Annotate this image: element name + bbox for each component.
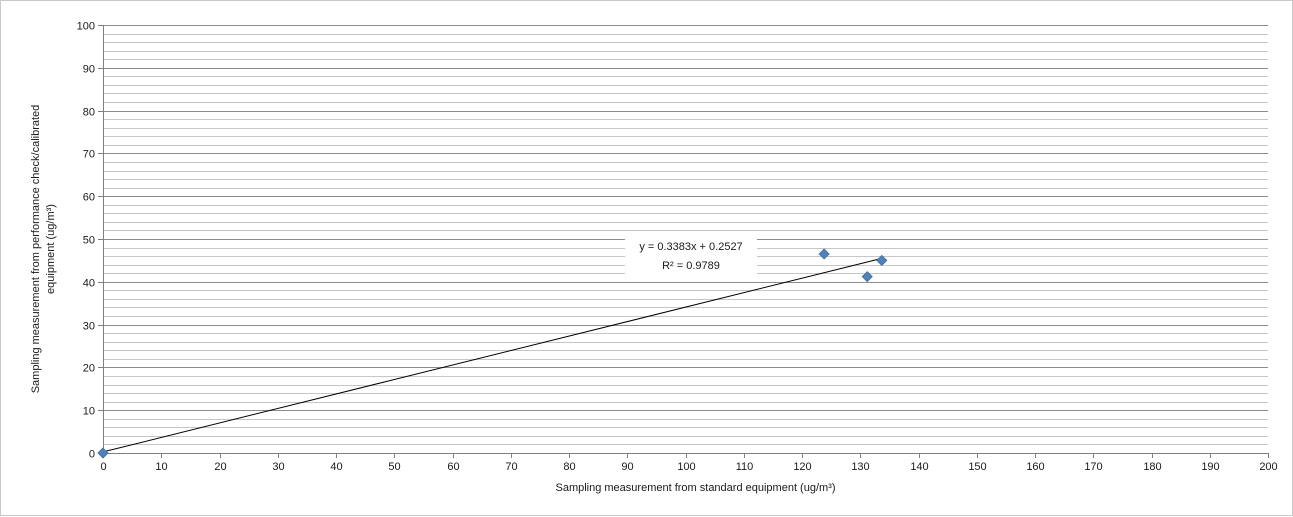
x-tick-label: 150 [968, 461, 986, 473]
y-axis-title-line-1: Sampling measurement from performance ch… [30, 105, 42, 394]
x-tick-label: 50 [388, 461, 400, 473]
x-tick-label: 30 [272, 461, 284, 473]
y-tick-label: 20 [83, 363, 95, 375]
x-tick-label: 140 [910, 461, 928, 473]
y-tick-label: 10 [83, 406, 95, 418]
data-point [97, 447, 109, 459]
x-tick-label: 40 [330, 461, 342, 473]
x-tick-label: 100 [677, 461, 695, 473]
data-point [876, 254, 888, 266]
y-tick-label: 40 [83, 278, 95, 290]
y-axis-title: Sampling measurement from performance ch… [30, 105, 57, 394]
x-tick-label: 160 [1026, 461, 1044, 473]
y-tick-label: 90 [83, 64, 95, 76]
x-tick-labels: 0 10 20 30 40 50 60 70 80 90 100 110 120 130 140 150 160… [100, 461, 1277, 473]
x-tick-label: 200 [1259, 461, 1277, 473]
x-tick-label: 10 [155, 461, 167, 473]
trendline-label-background [625, 234, 757, 278]
y-tick-label: 50 [83, 235, 95, 247]
data-point [818, 248, 830, 260]
x-tick-label: 190 [1201, 461, 1219, 473]
y-tick-label: 100 [77, 21, 95, 33]
y-tick-label: 70 [83, 149, 95, 161]
x-tick-label: 170 [1084, 461, 1102, 473]
trendline-label-box: y = 0.3383x + 0.2527 R² = 0.9789 [625, 234, 757, 278]
y-axis-title-line-2: equipment (ug/m³) [45, 204, 57, 294]
y-tick-label: 60 [83, 192, 95, 204]
x-tick-label: 60 [447, 461, 459, 473]
x-tick-label: 0 [100, 461, 106, 473]
x-tick-label: 180 [1143, 461, 1161, 473]
x-tick-label: 80 [563, 461, 575, 473]
y-tick-label: 80 [83, 107, 95, 119]
x-tick-label: 70 [505, 461, 517, 473]
trendline-equation: y = 0.3383x + 0.2527 [639, 241, 742, 253]
data-points [97, 248, 888, 459]
x-axis-title: Sampling measurement from standard equip… [555, 482, 835, 494]
trendline-group [102, 257, 882, 453]
x-tick-label: 110 [736, 461, 754, 473]
x-tick-label: 130 [851, 461, 869, 473]
y-tick-label: 0 [89, 449, 95, 461]
x-tick-label: 120 [793, 461, 811, 473]
y-tick-label: 30 [83, 321, 95, 333]
major-gridlines [103, 25, 1268, 411]
x-tick-label: 20 [214, 461, 226, 473]
trendline [102, 257, 882, 453]
data-point [861, 271, 873, 283]
x-tick-label: 90 [621, 461, 633, 473]
y-tick-labels: 0 10 20 30 40 50 60 70 80 90 100 [77, 21, 95, 461]
trendline-r-squared: R² = 0.9789 [662, 260, 720, 272]
